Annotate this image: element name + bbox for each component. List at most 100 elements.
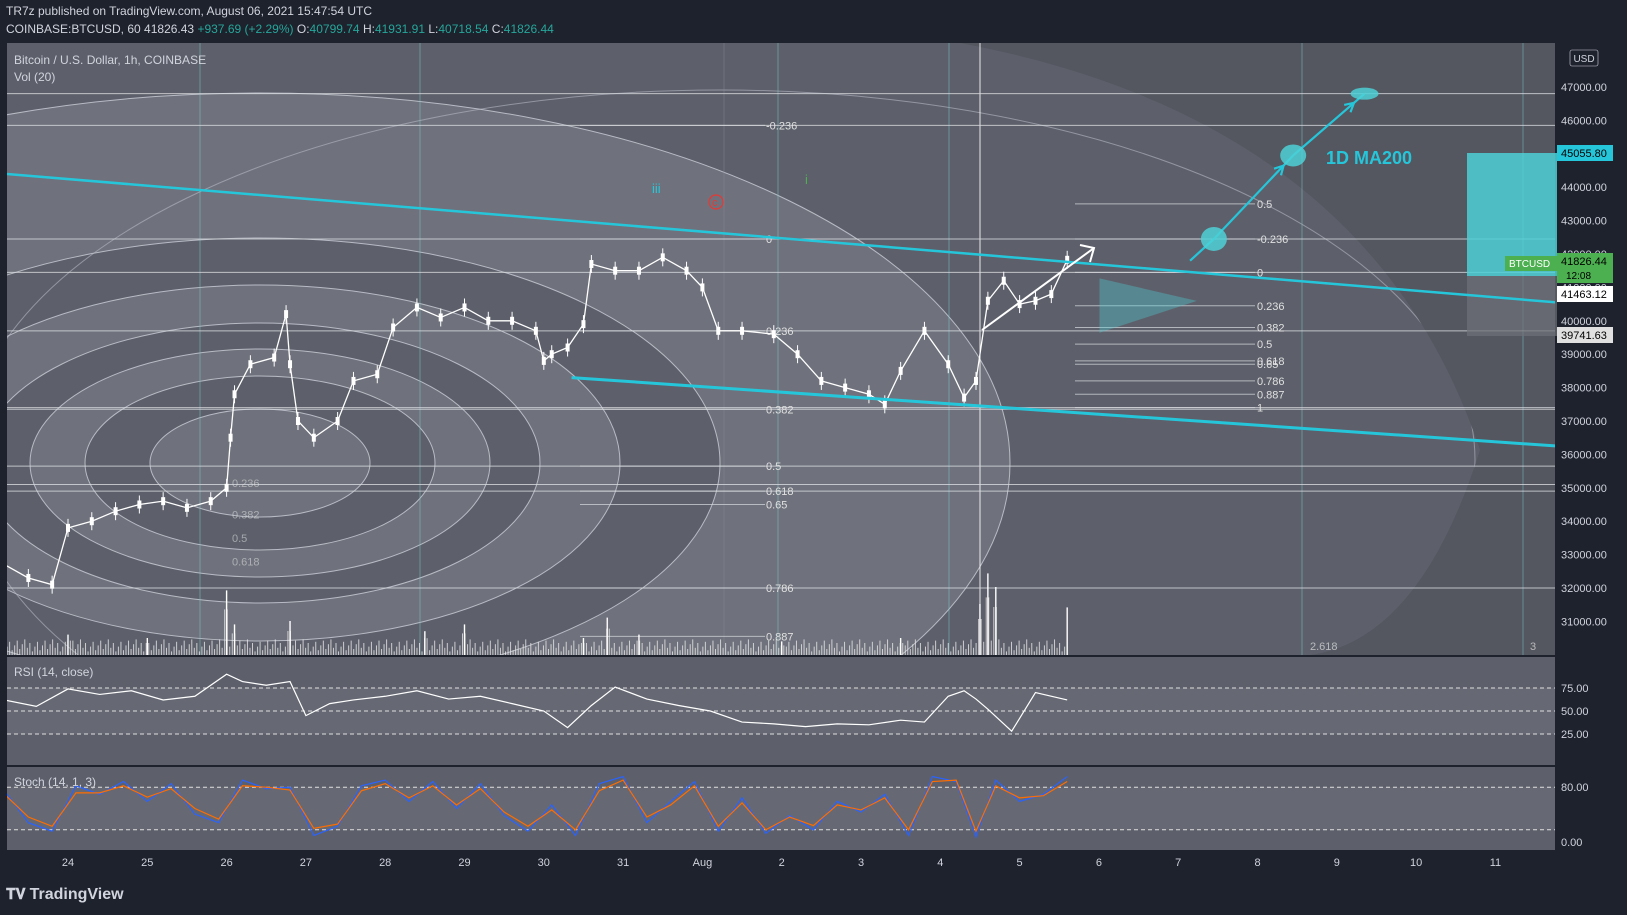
fib-retracement-left: -0.236 0 0.236 0.382 0.5 0.618 0.65 0.786 0.887 (580, 120, 797, 643)
candle-body (208, 497, 213, 506)
candle-body (184, 503, 189, 512)
time-tick: 25 (141, 857, 153, 869)
fib-circles-right (7, 43, 1555, 655)
candle-body (985, 296, 990, 305)
candle-body (26, 573, 31, 582)
candle-body (795, 350, 800, 359)
stoch-d-line (7, 779, 1068, 833)
candle-body (1065, 255, 1070, 264)
candle-body (819, 376, 824, 385)
time-axis[interactable]: 24 25 26 27 28 29 30 31 Aug 2 3 4 5 6 7 8 9 10 11 (62, 857, 1501, 869)
time-tick: 29 (458, 857, 470, 869)
candle-body (161, 497, 166, 506)
rsi-tick: 50.00 (1561, 706, 1589, 718)
time-tick: 9 (1334, 857, 1340, 869)
candle-body (533, 326, 538, 335)
candle-body (771, 330, 776, 339)
close-value: 41826.44 (503, 22, 554, 36)
time-tick: 4 (937, 857, 943, 869)
time-tick: 11 (1490, 857, 1501, 869)
time-tick: 26 (220, 857, 232, 869)
price-tick: 33000.00 (1561, 550, 1607, 562)
fib-right-label: 0.786 (1257, 376, 1285, 388)
price-tick: 44000.00 (1561, 182, 1607, 194)
time-tick: 27 (300, 857, 312, 869)
price-tick: 38000.00 (1561, 383, 1607, 395)
candle-body (248, 360, 253, 369)
fib-left-label: 0.65 (766, 500, 787, 512)
ma200-zone-lower (1467, 276, 1557, 336)
currency-label[interactable]: USD (1573, 54, 1594, 65)
price-badges: 45055.80 BTCUSD 41826.44 12:08 41463.12 … (1505, 145, 1613, 343)
wave-c-label: c (712, 197, 718, 209)
time-axis-bg (7, 850, 1555, 876)
price-tick: 34000.00 (1561, 516, 1607, 528)
time-tick: 6 (1096, 857, 1102, 869)
badge-countdown-text: 12:08 (1566, 271, 1591, 282)
candle-body (541, 356, 546, 365)
time-tick: 31 (617, 857, 629, 869)
badge-last-text: 41826.44 (1561, 256, 1607, 268)
fib-right-label: -0.236 (1257, 234, 1288, 246)
main-pane-title: Bitcoin / U.S. Dollar, 1h, COINBASE (14, 53, 206, 67)
candle-body (581, 320, 586, 329)
fib-right-label: 1 (1257, 403, 1263, 415)
candle-body (391, 323, 396, 332)
low-value: 40718.54 (438, 22, 489, 36)
rsi-line (7, 673, 1068, 733)
candle-body (89, 517, 94, 526)
candle-body (922, 326, 927, 335)
fib-left-label: 0.5 (766, 461, 781, 473)
tradingview-logo[interactable]: 𝐓𝐕 TradingView (6, 886, 124, 903)
fib-left-label: 0 (766, 234, 772, 246)
support-line (571, 376, 1555, 448)
fib-right-label: 0.887 (1257, 389, 1285, 401)
badge-level1-text: 41463.12 (1561, 289, 1607, 301)
stoch-tick: 80.00 (1561, 782, 1589, 794)
candle-body (973, 376, 978, 385)
time-tick: 30 (538, 857, 550, 869)
badge-level2 (1557, 327, 1613, 343)
fib-left-label: 0.618 (766, 486, 794, 498)
candle-body (549, 350, 554, 359)
time-tick: 10 (1410, 857, 1422, 869)
last-value: 41826.43 (144, 22, 195, 36)
candle-body (946, 360, 951, 369)
price-tick: 37000.00 (1561, 416, 1607, 428)
price-series (7, 248, 1070, 594)
fib-left-label: 0.786 (766, 583, 794, 595)
stoch-axis: 80.00 0.00 (1561, 782, 1589, 849)
fib-left-label: -0.236 (766, 120, 797, 132)
candle-body (113, 507, 118, 516)
candle-body (1017, 300, 1022, 309)
low-label: L: (428, 22, 439, 36)
white-arrow (981, 244, 1096, 331)
high-value: 41931.91 (374, 22, 426, 36)
price-line (7, 256, 1068, 586)
symbol[interactable]: COINBASE:BTCUSD, 60 (6, 22, 141, 36)
ma200-label: 1D MA200 (1326, 148, 1412, 168)
candle-body (228, 433, 233, 442)
fib-right-label: 0 (1257, 267, 1263, 279)
projection-node (1350, 87, 1379, 100)
candle-body (288, 360, 293, 369)
candle-body (740, 326, 745, 335)
stoch-tick: 0.00 (1561, 837, 1582, 849)
candle-body (613, 266, 618, 275)
price-tick: 43000.00 (1561, 216, 1607, 228)
badge-level2-text: 39741.63 (1561, 330, 1607, 342)
candle-body (438, 313, 443, 322)
fib-right-label: 0.5 (1257, 339, 1272, 351)
candle-body (295, 417, 300, 425)
projection-path (1189, 87, 1379, 262)
fib-right-label: 0.236 (1257, 301, 1285, 313)
candle-body (375, 370, 380, 379)
candle-body (311, 433, 316, 442)
candle-body (684, 266, 689, 275)
open-label: O: (296, 22, 310, 36)
candle-body (962, 393, 967, 402)
badge-ma200 (1557, 145, 1613, 161)
rsi-tick: 25.00 (1561, 729, 1589, 741)
fib-left-label: 0.887 (766, 631, 794, 643)
